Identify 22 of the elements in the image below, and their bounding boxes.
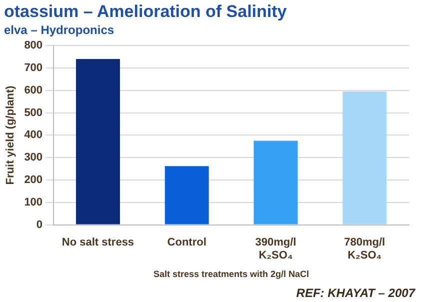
y-tick-label: 800: [24, 40, 43, 52]
y-tick-label: 100: [24, 196, 43, 208]
y-tick-label: 600: [24, 84, 43, 96]
y-tick-label: 200: [24, 174, 43, 186]
text: REF: KHAYAT – 2007: [296, 286, 415, 300]
bar: [164, 166, 209, 224]
y-tick-label: 300: [24, 152, 43, 164]
y-tick-label: 400: [24, 129, 43, 142]
y-tick-label: 500: [24, 106, 43, 119]
x-tick-label: Control: [167, 236, 206, 248]
x-axis-title: Salt stress treatments with 2g/l NaCl: [153, 269, 310, 280]
bar: [342, 92, 387, 224]
x-tick-label: 390mg/l K₂SO₄: [255, 236, 296, 262]
bar: [76, 59, 120, 224]
y-tick-label: 0: [36, 218, 43, 231]
chart-subtitle: elva – Hydroponics: [4, 23, 114, 37]
x-tick-label: 780mg/l K₂SO₄: [344, 236, 386, 262]
chart-title: otassium – Amelioration of Salinity: [4, 2, 287, 22]
y-axis-title: Fruit yield (g/plant): [4, 85, 17, 185]
bar: [254, 140, 298, 224]
y-tick-label: 700: [24, 62, 43, 74]
x-tick-label: No salt stress: [62, 236, 134, 248]
